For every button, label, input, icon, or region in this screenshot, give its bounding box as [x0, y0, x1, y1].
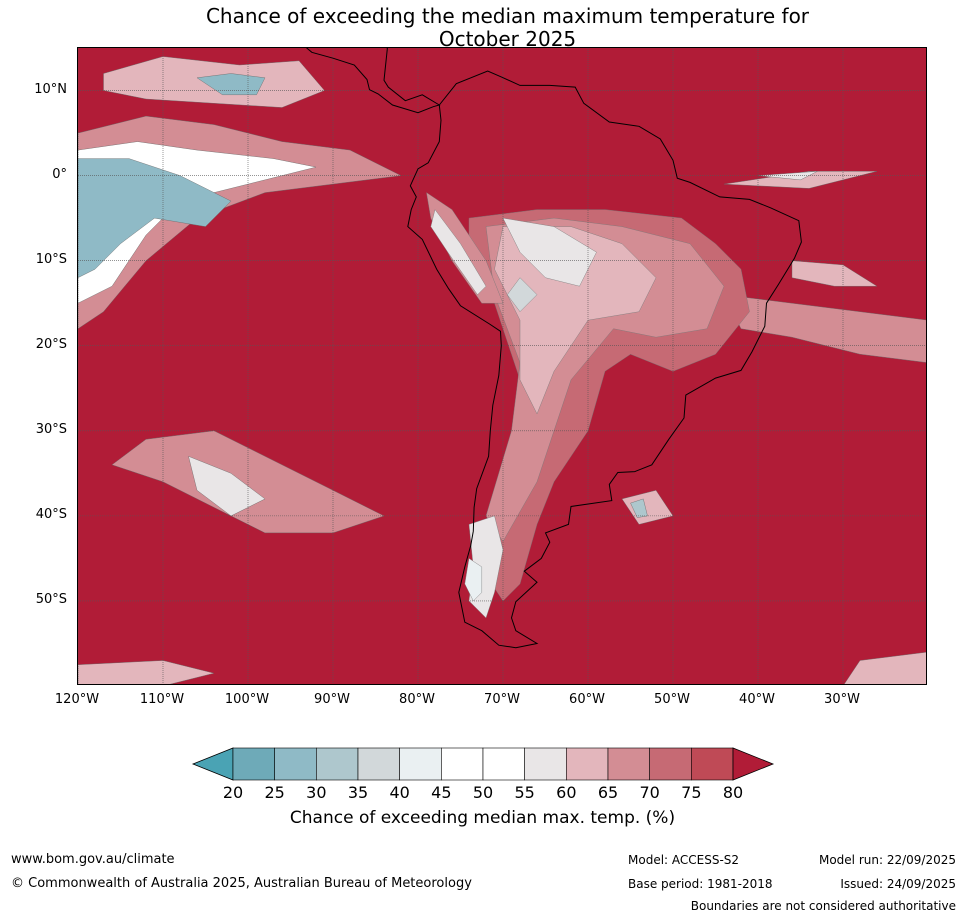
latitude-tick-label: 30°S [35, 421, 67, 437]
colorbar-segment [649, 747, 692, 781]
latitude-tick-label: 50°S [35, 591, 67, 607]
colorbar-segment [357, 747, 400, 781]
colorbar-tick-label: 70 [639, 783, 660, 802]
map-title-line2: October 2025 [438, 27, 577, 51]
colorbar-tick-label: 30 [306, 783, 327, 802]
website-link[interactable]: www.bom.gov.au/climate [11, 852, 175, 867]
map-title: Chance of exceeding the median maximum t… [0, 5, 965, 51]
colorbar-tick-label: 50 [472, 783, 494, 802]
colorbar-tick-label: 65 [597, 783, 619, 802]
colorbar-title: Chance of exceeding median max. temp. (%… [289, 808, 676, 828]
colorbar-tick-label: 25 [264, 783, 285, 802]
central-america-coastline [305, 48, 441, 114]
colorbar-segment [566, 747, 609, 781]
ocean-anomaly-region [844, 652, 926, 684]
ocean-anomaly-region [630, 498, 648, 518]
longitude-tick-label: 110°W [139, 692, 185, 707]
south-america-coastline [407, 70, 802, 649]
colorbar-tick-label: 75 [681, 783, 702, 802]
longitude-tick-label: 80°W [399, 692, 435, 707]
ocean-anomaly-region [791, 260, 878, 287]
colorbar-high-arrow [732, 747, 775, 781]
longitude-tick-label: 100°W [224, 692, 270, 707]
ocean-anomaly-region [723, 294, 926, 363]
colorbar-segment [524, 747, 567, 781]
longitude-tick-label: 120°W [54, 692, 100, 707]
colorbar-segment [316, 747, 359, 781]
longitude-tick-label: 40°W [739, 692, 775, 707]
latitude-tick-label: 10°N [34, 81, 67, 97]
land-probability-region [507, 277, 538, 313]
colorbar-tick-label: 35 [347, 783, 369, 802]
colorbar-segment [274, 747, 317, 781]
issued-date: Issued: 24/09/2025 [840, 877, 956, 891]
model-run-date: Model run: 22/09/2025 [818, 853, 956, 867]
colorbar-low-arrow [191, 747, 234, 781]
ocean-anomaly-region [78, 660, 215, 684]
latitude-tick-label: 20°S [35, 336, 67, 352]
colorbar-segment [691, 747, 734, 781]
land-probability-region [494, 226, 657, 415]
colorbar-tick-label: 80 [722, 783, 744, 802]
ocean-anomaly-region [78, 158, 232, 278]
colorbar-segment [482, 747, 525, 781]
ocean-anomaly-region [188, 455, 266, 517]
base-period: Base period: 1981-2018 [628, 877, 773, 891]
longitude-tick-label: 60°W [569, 692, 605, 707]
colorbar-tick-label: 20 [222, 783, 244, 802]
colorbar-segment [441, 747, 484, 781]
latitude-tick-label: 0° [52, 166, 67, 182]
land-probability-region [464, 558, 482, 602]
land-probability-region [502, 217, 597, 287]
colorbar-tick-label: 60 [556, 783, 577, 802]
longitude-tick-label: 70°W [484, 692, 520, 707]
colorbar [191, 747, 775, 781]
colorbar-segment [607, 747, 650, 781]
latitude-tick-label: 40°S [35, 506, 67, 522]
longitude-tick-label: 50°W [654, 692, 690, 707]
copyright-text: © Commonwealth of Australia 2025, Austra… [11, 876, 472, 891]
longitude-tick-label: 90°W [314, 692, 350, 707]
colorbar-tick-label: 55 [514, 783, 535, 802]
longitude-tick-label: 30°W [824, 692, 860, 707]
model-name: Model: ACCESS-S2 [628, 853, 740, 867]
forecast-map [77, 47, 927, 685]
ocean-anomaly-region [757, 171, 818, 181]
boundaries-disclaimer: Boundaries are not considered authoritat… [690, 899, 956, 913]
land-probability-region [430, 209, 487, 296]
map-canvas [78, 48, 926, 684]
colorbar-tick-label: 40 [389, 783, 410, 802]
colorbar-segment [399, 747, 442, 781]
latitude-tick-label: 10°S [35, 251, 67, 267]
map-title-line1: Chance of exceeding the median maximum t… [205, 4, 810, 28]
colorbar-segment [232, 747, 275, 781]
colorbar-tick-label: 45 [431, 783, 452, 802]
